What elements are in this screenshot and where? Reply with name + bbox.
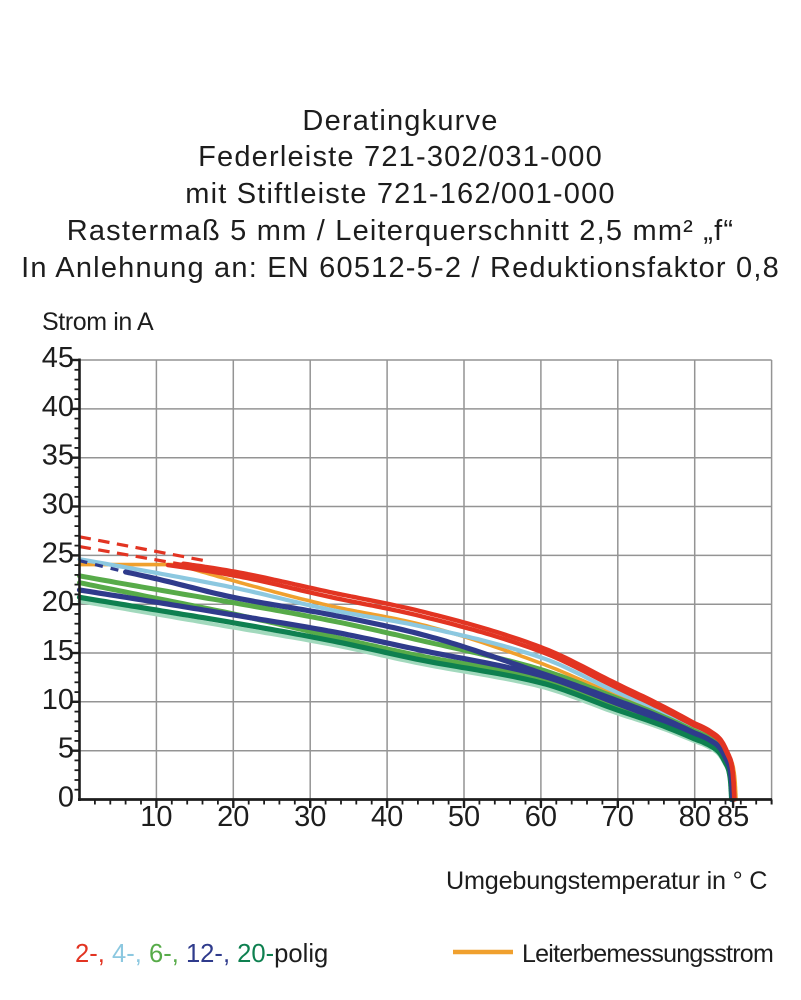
svg-text:40: 40 <box>42 391 74 423</box>
svg-text:40: 40 <box>371 801 403 833</box>
svg-text:Strom in A: Strom in A <box>42 308 154 336</box>
svg-text:Umgebungstemperatur in ° C: Umgebungstemperatur in ° C <box>446 867 767 895</box>
svg-text:80: 80 <box>679 801 711 833</box>
svg-text:30: 30 <box>42 489 74 521</box>
svg-text:60: 60 <box>525 801 557 833</box>
svg-text:30: 30 <box>294 801 326 833</box>
svg-text:15: 15 <box>42 635 74 667</box>
svg-text:50: 50 <box>448 801 480 833</box>
svg-text:20: 20 <box>217 801 249 833</box>
svg-text:25: 25 <box>42 537 74 569</box>
svg-text:0: 0 <box>58 782 74 814</box>
svg-text:20: 20 <box>42 586 74 618</box>
svg-text:5: 5 <box>58 733 74 765</box>
svg-text:85: 85 <box>717 801 749 833</box>
svg-text:10: 10 <box>140 801 172 833</box>
svg-text:35: 35 <box>42 440 74 472</box>
svg-text:Leiterbemessungsstrom: Leiterbemessungsstrom <box>522 940 773 968</box>
svg-text:2-, 4-, 6-, 12-, 20-polig: 2-, 4-, 6-, 12-, 20-polig <box>75 940 328 968</box>
svg-text:10: 10 <box>42 684 74 716</box>
svg-text:70: 70 <box>602 801 634 833</box>
svg-text:45: 45 <box>42 342 74 374</box>
